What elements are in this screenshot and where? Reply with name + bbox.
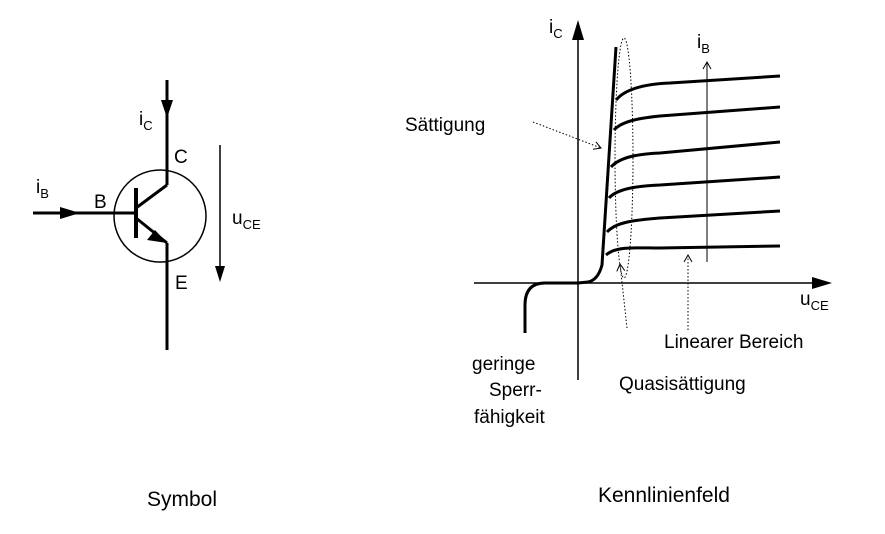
symbol-base-current-label: iB (36, 177, 49, 201)
collector-current-arrowhead (161, 100, 173, 118)
label-blocking-line-3: fähigkeit (474, 407, 545, 428)
characteristic-plot (474, 20, 832, 380)
voltage-arrowhead (215, 266, 225, 282)
characteristic-curve-5 (612, 105, 781, 132)
x-axis-arrowhead (812, 277, 832, 289)
symbol-caption: Symbol (147, 488, 217, 511)
quasi-pointer (616, 262, 628, 329)
symbol-terminal-collector: C (174, 147, 188, 168)
characteristic-curve-3 (607, 175, 781, 200)
label-quasi-saturation: Quasisättigung (619, 374, 746, 395)
symbol-terminal-base: B (94, 192, 107, 213)
symbol-terminal-emitter: E (175, 273, 188, 294)
characteristic-caption: Kennlinienfeld (598, 484, 730, 507)
saturation-line (577, 46, 618, 285)
transistor-circle (113, 169, 207, 263)
label-blocking-line-2: Sperr- (489, 380, 542, 401)
base-current-arrow-label: iB (697, 32, 710, 56)
label-linear-region: Linearer Bereich (664, 332, 803, 353)
collector-diagonal (135, 183, 168, 210)
symbol-voltage-label: uCE (232, 208, 261, 232)
label-saturation: Sättigung (405, 115, 485, 136)
characteristic-curve-4 (609, 140, 781, 169)
characteristic-curve-2 (605, 209, 781, 234)
saturation-pointer (532, 121, 602, 150)
base-current-arrowhead (60, 207, 80, 219)
characteristic-curve-1 (604, 244, 781, 257)
symbol-collector-current-label: iC (139, 109, 153, 133)
transistor-symbol (33, 80, 225, 350)
y-axis-arrowhead (572, 20, 584, 40)
quasi-saturation-region (614, 37, 634, 279)
emitter-arrowhead (147, 230, 167, 243)
blocking-curve (523, 281, 578, 333)
label-blocking-line-1: geringe (472, 354, 535, 375)
characteristic-curve-6 (614, 74, 781, 102)
y-axis-label: iC (549, 17, 563, 41)
x-axis-label: uCE (800, 289, 829, 313)
